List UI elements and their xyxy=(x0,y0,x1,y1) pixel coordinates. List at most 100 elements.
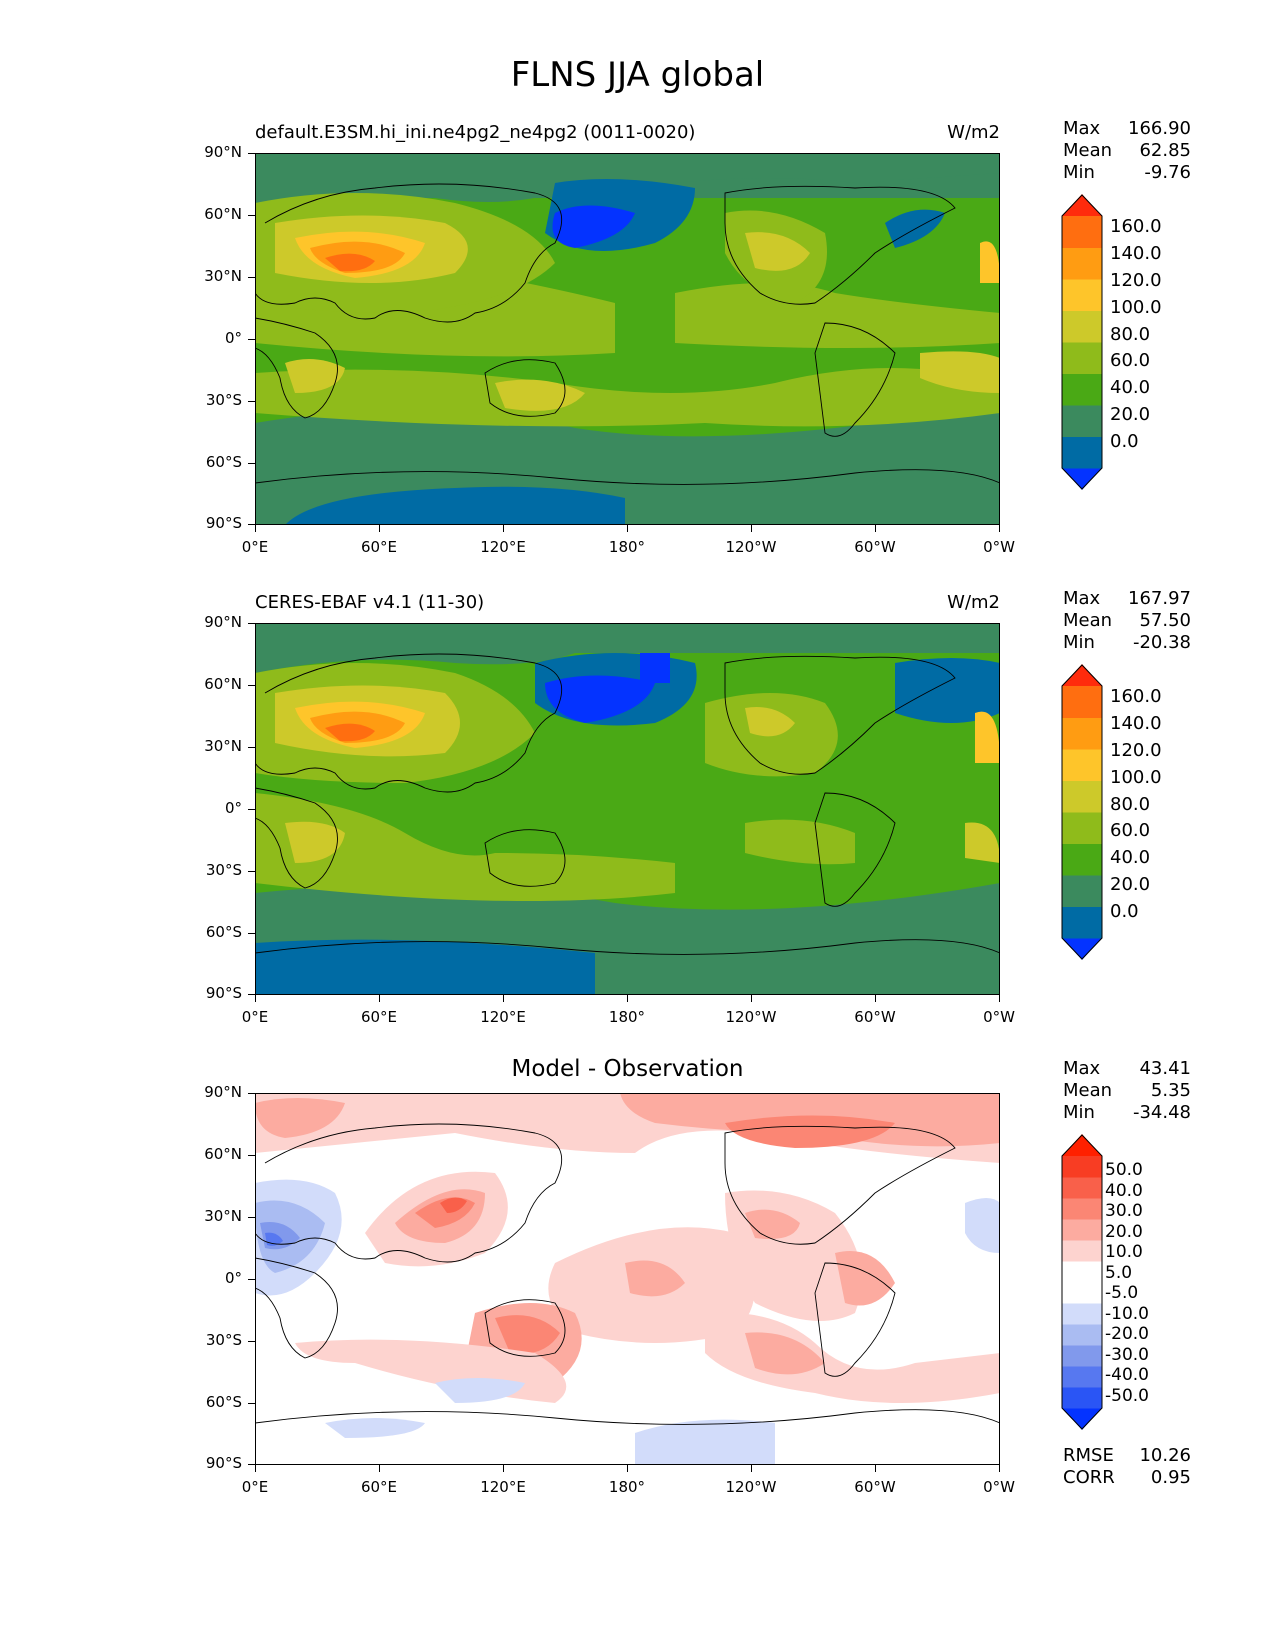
colorbar-swatch xyxy=(1062,812,1102,844)
colorbar-extend-low xyxy=(1062,1408,1102,1430)
colorbar-swatch xyxy=(1062,1282,1102,1304)
colorbar-label: 140.0 xyxy=(1110,713,1162,734)
panel-test: default.E3SM.hi_ini.ne4pg2_ne4pg2 (0011-… xyxy=(0,110,1275,580)
colorbar-label: 10.0 xyxy=(1105,1242,1143,1262)
panel-reference: CERES-EBAF v4.1 (11-30) W/m2 xyxy=(0,580,1275,1050)
lat-tick-label: 30°S xyxy=(205,1331,242,1349)
metrics-box: RMSE 10.26 CORR 0.95 xyxy=(1063,1445,1191,1489)
colorbar-swatch xyxy=(1062,1366,1102,1388)
colorbar-swatch xyxy=(1062,1177,1102,1199)
colorbar-label: 40.0 xyxy=(1110,847,1151,868)
colorbar-label: 20.0 xyxy=(1105,1222,1143,1242)
colorbar-label: 20.0 xyxy=(1110,404,1151,425)
panel-units: W/m2 xyxy=(947,592,1000,613)
colorbar-swatch xyxy=(1062,749,1102,781)
lat-tick-label: 90°N xyxy=(204,613,242,631)
colorbar-swatch xyxy=(1062,279,1102,311)
map-diff xyxy=(255,1093,1000,1465)
colorbar-label: 40.0 xyxy=(1110,377,1151,398)
colorbar-swatch xyxy=(1062,780,1102,813)
panel-title-center: Model - Observation xyxy=(511,1056,744,1082)
colorbar-label: 100.0 xyxy=(1110,767,1162,788)
stat-mean: 5.35 xyxy=(1150,1080,1191,1101)
lat-tick-label: 30°N xyxy=(204,737,242,755)
colorbar-swatch xyxy=(1062,1303,1102,1325)
colorbar-swatch xyxy=(1062,1219,1102,1241)
map-reference xyxy=(255,623,1000,995)
lat-tick-label: 30°N xyxy=(204,267,242,285)
lat-tick-label: 30°N xyxy=(204,1207,242,1225)
lat-tick-label: 30°S xyxy=(205,861,242,879)
stat-max-label: Max xyxy=(1063,118,1101,139)
stat-min: -34.48 xyxy=(1132,1102,1191,1123)
colorbar-label: 60.0 xyxy=(1110,820,1151,841)
corr-value: 0.95 xyxy=(1150,1467,1191,1488)
stat-max-label: Max xyxy=(1063,588,1101,609)
colorbar-extend-high xyxy=(1062,194,1102,216)
colorbar-swatch xyxy=(1062,1345,1102,1367)
colorbar xyxy=(1061,664,1103,960)
rmse-label: RMSE xyxy=(1063,1445,1114,1466)
colorbar-label: 160.0 xyxy=(1110,216,1162,237)
lat-tick-label: 90°N xyxy=(204,1083,242,1101)
colorbar-swatch xyxy=(1062,843,1102,876)
lon-tick-label: 180° xyxy=(608,1008,646,1026)
colorbar-label: -10.0 xyxy=(1105,1304,1149,1324)
colorbar-label: 120.0 xyxy=(1110,740,1162,761)
colorbar-outline xyxy=(1061,1134,1103,1430)
colorbar-label: 40.0 xyxy=(1105,1181,1143,1201)
panel-diff: Model - Observation xyxy=(0,1050,1275,1520)
colorbar-swatch xyxy=(1062,875,1102,907)
stat-mean: 62.85 xyxy=(1139,140,1191,161)
lon-tick-label: 0°E xyxy=(241,1478,269,1496)
lat-tick-label: 60°N xyxy=(204,1145,242,1163)
colorbar-extend-low xyxy=(1062,468,1102,490)
colorbar-swatch xyxy=(1062,717,1102,750)
colorbar-swatch xyxy=(1062,1324,1102,1346)
lat-tick-label: 30°S xyxy=(205,391,242,409)
lat-tick-label: 60°N xyxy=(204,675,242,693)
colorbar-label: 0.0 xyxy=(1110,901,1139,922)
colorbar-swatch xyxy=(1062,1156,1102,1178)
lon-tick-label: 0°W xyxy=(983,1008,1015,1026)
colorbar-label: 100.0 xyxy=(1110,297,1162,318)
colorbar-label: 50.0 xyxy=(1105,1160,1143,1180)
colorbar-swatch xyxy=(1062,373,1102,406)
lat-tick-label: 0° xyxy=(224,1269,242,1287)
lon-tick-label: 180° xyxy=(608,538,646,556)
lat-tick-label: 60°N xyxy=(204,205,242,223)
lon-tick-label: 120°W xyxy=(725,538,777,556)
colorbar-swatch xyxy=(1062,906,1102,939)
stat-mean: 57.50 xyxy=(1139,610,1191,631)
stat-max: 166.90 xyxy=(1128,118,1191,139)
stats-box: Max 167.97 Mean 57.50 Min -20.38 xyxy=(1063,588,1191,654)
lon-tick-label: 120°W xyxy=(725,1008,777,1026)
stat-min-label: Min xyxy=(1063,1102,1095,1123)
colorbar-extend-high xyxy=(1062,664,1102,686)
lon-tick-label: 60°W xyxy=(854,1478,896,1496)
colorbar-swatch xyxy=(1062,1261,1102,1283)
map-test xyxy=(255,153,1000,525)
lat-tick-label: 60°S xyxy=(205,1393,242,1411)
colorbar-swatch xyxy=(1062,310,1102,343)
lon-tick-label: 60°W xyxy=(854,538,896,556)
colorbar-label: 120.0 xyxy=(1110,270,1162,291)
colorbar-swatch xyxy=(1062,1387,1102,1409)
lat-tick-label: 90°N xyxy=(204,143,242,161)
stat-mean-label: Mean xyxy=(1063,1080,1113,1101)
colorbar-swatch xyxy=(1062,342,1102,374)
stat-max: 43.41 xyxy=(1139,1058,1191,1079)
colorbar-label: 20.0 xyxy=(1110,874,1151,895)
lon-tick-label: 120°E xyxy=(480,1008,526,1026)
panel-units: W/m2 xyxy=(947,122,1000,143)
colorbar-label: -50.0 xyxy=(1105,1386,1149,1406)
stat-min: -20.38 xyxy=(1132,632,1191,653)
stat-min-label: Min xyxy=(1063,632,1095,653)
stat-mean-label: Mean xyxy=(1063,610,1113,631)
lon-tick-label: 60°W xyxy=(854,1008,896,1026)
lon-tick-label: 180° xyxy=(608,1478,646,1496)
corr-label: CORR xyxy=(1063,1467,1115,1488)
colorbar-label: 60.0 xyxy=(1110,350,1151,371)
stat-max-label: Max xyxy=(1063,1058,1101,1079)
colorbar-label: 160.0 xyxy=(1110,686,1162,707)
